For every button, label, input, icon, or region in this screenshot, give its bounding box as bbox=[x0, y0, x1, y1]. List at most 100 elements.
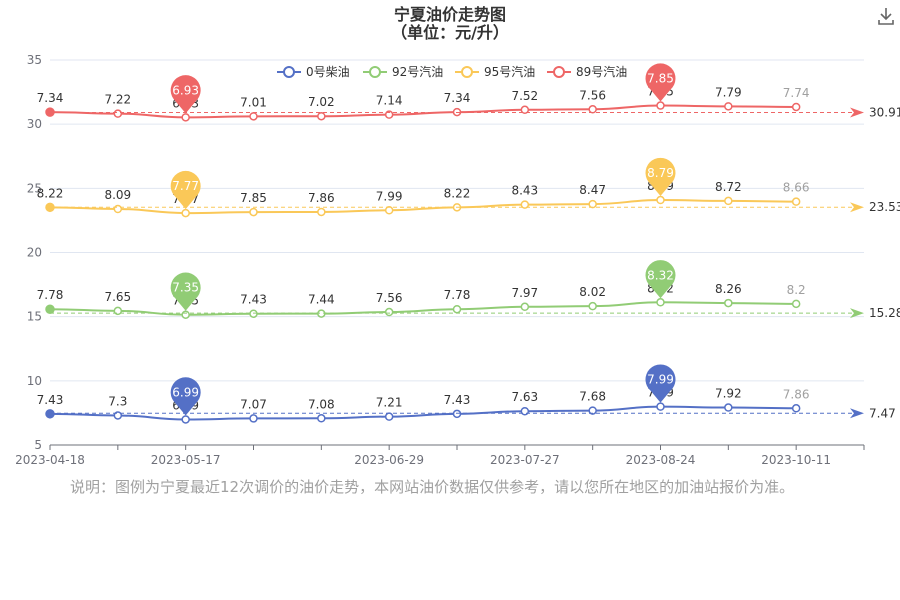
legend-swatch-marker bbox=[461, 66, 473, 78]
legend-label: 0号柴油 bbox=[306, 65, 350, 79]
data-point[interactable] bbox=[452, 409, 462, 419]
data-point[interactable] bbox=[724, 298, 733, 308]
legend-swatch-marker bbox=[369, 66, 381, 78]
data-point[interactable] bbox=[113, 109, 123, 118]
max-marker: 8.32 bbox=[645, 260, 676, 299]
marker-label: 7.77 bbox=[172, 179, 199, 193]
data-point[interactable] bbox=[656, 402, 665, 411]
data-point[interactable] bbox=[317, 207, 326, 217]
y-tick-label: 10 bbox=[27, 374, 42, 388]
max-marker: 7.85 bbox=[645, 63, 676, 102]
data-point[interactable] bbox=[656, 195, 665, 205]
data-point[interactable] bbox=[113, 204, 123, 214]
axis-layer: 5 10 15 20 25 30 35 2023-04-18 2023-05-17 2023-06… bbox=[15, 53, 865, 467]
data-point[interactable] bbox=[45, 409, 55, 419]
data-point[interactable] bbox=[317, 309, 326, 318]
max-marker: 8.79 bbox=[645, 157, 676, 197]
data-point[interactable] bbox=[384, 307, 394, 317]
data-point[interactable] bbox=[724, 403, 733, 412]
legend-item[interactable]: 89号汽油 bbox=[547, 64, 627, 79]
data-label: 7.34 bbox=[444, 91, 471, 105]
data-label: 7.56 bbox=[376, 291, 403, 305]
data-label: 7.01 bbox=[240, 95, 267, 109]
marker-label: 7.99 bbox=[647, 373, 674, 387]
data-point[interactable] bbox=[249, 414, 258, 423]
data-point[interactable] bbox=[791, 404, 801, 413]
data-label: 7.97 bbox=[511, 286, 538, 300]
marker-pin bbox=[170, 170, 201, 210]
marker-pin bbox=[645, 364, 676, 403]
data-label: 7.02 bbox=[308, 95, 335, 109]
data-point[interactable] bbox=[384, 206, 394, 215]
data-label: 7.85 bbox=[240, 191, 267, 205]
average-label: 23.53 bbox=[869, 200, 900, 214]
data-point[interactable] bbox=[249, 207, 258, 217]
data-label: 7.07 bbox=[240, 397, 267, 411]
series-line bbox=[49, 405, 797, 421]
marker-label: 8.32 bbox=[647, 268, 674, 282]
marker-label: 7.35 bbox=[172, 281, 199, 295]
y-tick-label: 5 bbox=[34, 438, 42, 452]
data-point[interactable] bbox=[181, 310, 190, 319]
series-line bbox=[49, 301, 797, 316]
data-label: 7.74 bbox=[783, 86, 810, 100]
data-point[interactable] bbox=[181, 113, 190, 122]
data-label: 8.22 bbox=[37, 186, 64, 200]
data-point[interactable] bbox=[520, 200, 530, 209]
marker-pin bbox=[170, 75, 201, 114]
series-line bbox=[49, 199, 797, 215]
data-point[interactable] bbox=[791, 102, 801, 112]
download-icon[interactable] bbox=[876, 6, 896, 26]
marker-label: 8.79 bbox=[647, 166, 674, 180]
average-label: 15.28 bbox=[869, 306, 900, 320]
data-point[interactable] bbox=[249, 112, 258, 121]
min-marker: 6.99 bbox=[170, 377, 201, 416]
legend-item[interactable]: 95号汽油 bbox=[455, 64, 535, 79]
extreme-markers: 6.99 7.99 7.35 8.32 7.77 8.79 6.93 7.85 bbox=[170, 63, 676, 416]
min-marker: 7.77 bbox=[170, 170, 201, 210]
data-point[interactable] bbox=[249, 309, 258, 318]
legend-item[interactable]: 0号柴油 bbox=[277, 65, 350, 79]
marker-pin bbox=[170, 377, 201, 416]
y-tick-label: 35 bbox=[27, 53, 42, 67]
data-point[interactable] bbox=[588, 199, 597, 209]
average-label: 30.91 bbox=[869, 105, 900, 119]
data-label: 8.22 bbox=[444, 186, 471, 200]
y-tick-label: 15 bbox=[27, 310, 42, 324]
data-label: 7.56 bbox=[579, 88, 606, 102]
data-label: 7.43 bbox=[240, 293, 267, 307]
average-arrow bbox=[850, 202, 864, 213]
data-point[interactable] bbox=[791, 197, 801, 206]
data-point[interactable] bbox=[384, 412, 394, 421]
data-label: 8.2 bbox=[787, 283, 806, 297]
y-tick-label: 20 bbox=[27, 246, 42, 260]
data-point[interactable] bbox=[588, 406, 597, 415]
data-point[interactable] bbox=[656, 298, 665, 307]
marker-pin bbox=[645, 260, 676, 299]
marker-label: 6.99 bbox=[172, 385, 199, 399]
data-point[interactable] bbox=[181, 208, 190, 218]
data-point[interactable] bbox=[791, 299, 801, 309]
data-point[interactable] bbox=[452, 304, 462, 314]
marker-pin bbox=[170, 272, 201, 311]
x-tick-label: 2023-06-29 bbox=[354, 453, 424, 467]
data-point[interactable] bbox=[181, 415, 190, 424]
data-point[interactable] bbox=[520, 105, 530, 115]
data-point[interactable] bbox=[317, 111, 326, 121]
data-point[interactable] bbox=[588, 301, 597, 311]
data-label: 8.02 bbox=[579, 285, 606, 299]
data-label: 8.43 bbox=[511, 184, 538, 198]
data-point[interactable] bbox=[45, 304, 55, 314]
data-point[interactable] bbox=[724, 102, 733, 111]
download-icon-graphic bbox=[878, 8, 894, 25]
data-label: 8.47 bbox=[579, 183, 606, 197]
data-point[interactable] bbox=[520, 302, 530, 312]
data-point[interactable] bbox=[317, 414, 326, 423]
data-labels: 7.43 7.3 6.99 7.07 7.08 7.21 7.43 7.63 7.68 7.99 7… bbox=[37, 85, 810, 413]
data-point[interactable] bbox=[724, 196, 733, 206]
data-point[interactable] bbox=[656, 101, 665, 110]
legend-item[interactable]: 92号汽油 bbox=[363, 64, 443, 79]
data-point[interactable] bbox=[588, 105, 597, 114]
data-label: 7.43 bbox=[444, 393, 471, 407]
